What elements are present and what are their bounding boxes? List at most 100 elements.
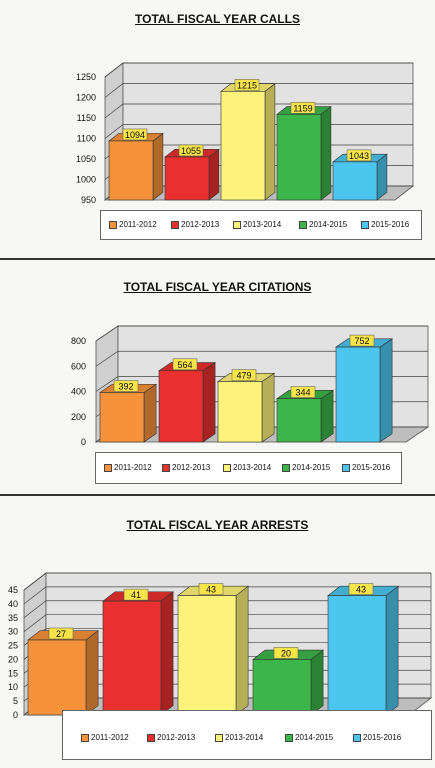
data-label: 1159 (293, 103, 312, 113)
legend-label: 2014-2015 (295, 733, 334, 742)
bar-side (320, 105, 332, 201)
divider (0, 258, 435, 260)
legend-label: 2014-2015 (292, 463, 331, 472)
legend-swatch (81, 733, 89, 742)
bar-side (385, 585, 399, 716)
y-tick-label: 200 (71, 412, 86, 422)
legend-item: 2011-2012 (109, 220, 157, 229)
bar (177, 595, 237, 716)
y-tick-label: 950 (81, 195, 96, 205)
legend-label: 2013-2014 (233, 463, 272, 472)
data-label-bg (123, 588, 149, 601)
legend: 2011-2012 2012-2013 2013-2014 2014-2015 2015… (95, 452, 402, 484)
bar (27, 639, 87, 716)
data-label-bg (172, 358, 198, 371)
y-tick-label: 35 (8, 613, 18, 623)
legend-label: 2011-2012 (114, 463, 152, 472)
y-tick-label: 1100 (77, 134, 96, 144)
legend-swatch (171, 220, 179, 229)
citations-chart: TOTAL FISCAL YEAR CITATIONS 0 200 400 600 80… (0, 262, 435, 492)
data-label-bg (349, 334, 375, 347)
legend-swatch (215, 733, 223, 742)
legend-item: 2012-2013 (162, 463, 210, 472)
legend-item: 2012-2013 (171, 220, 219, 229)
legend-swatch (342, 463, 350, 472)
bar (108, 140, 154, 201)
legend-item: 2012-2013 (147, 733, 195, 742)
data-label: 392 (118, 382, 133, 392)
data-label-bg (348, 583, 374, 595)
legend-label: 2015-2016 (352, 463, 391, 472)
bar-side (320, 389, 334, 443)
legend-item: 2015-2016 (342, 463, 390, 472)
bar (164, 156, 210, 201)
data-label: 41 (131, 590, 141, 600)
legend-swatch (104, 463, 112, 472)
arrests-chart-plot: 0 5 10 15 20 25 30 35 40 45 27 41 43 20 43 (8, 572, 433, 720)
legend-label: 2013-2014 (243, 220, 282, 229)
legend-swatch (147, 733, 155, 742)
legend-label: 2011-2012 (91, 733, 129, 742)
legend-item: 2013-2014 (233, 220, 281, 229)
data-label: 1055 (181, 146, 201, 156)
bar (158, 370, 204, 443)
y-tick-label: 1000 (76, 175, 96, 185)
bar-side (152, 132, 164, 201)
legend-swatch (361, 220, 369, 229)
data-label-bg (346, 149, 372, 162)
y-tick-label: 30 (8, 627, 18, 637)
data-label: 43 (356, 585, 366, 595)
calls-chart: TOTAL FISCAL YEAR CALLS 950 1000 1050 1100 1… (0, 0, 435, 258)
bar (276, 398, 322, 443)
bar-side (235, 585, 249, 716)
legend-label: 2014-2015 (309, 220, 348, 229)
chart-title: TOTAL FISCAL YEAR CALLS (135, 12, 300, 26)
data-label-bg (178, 144, 204, 157)
data-label: 1043 (349, 151, 369, 161)
y-tick-label: 1050 (76, 154, 96, 164)
data-label-bg (122, 128, 148, 141)
gridline (104, 103, 413, 119)
bar-side (160, 591, 174, 716)
gridline (95, 376, 428, 392)
y-tick-label: 400 (71, 387, 86, 397)
bar (217, 381, 263, 443)
gridline (23, 614, 431, 632)
data-label-bg (234, 79, 260, 91)
bar-side (379, 338, 393, 443)
legend-label: 2012-2013 (172, 463, 211, 472)
data-label: 1215 (237, 80, 257, 90)
citations-chart-plot: 0 200 400 600 800 392 564 479 344 752 (71, 325, 430, 447)
arrests-chart: TOTAL FISCAL YEAR ARRESTS 0 5 10 15 20 25 30 35… (0, 498, 435, 768)
y-tick-label: 1250 (76, 72, 96, 82)
chart-title: TOTAL FISCAL YEAR CITATIONS (123, 280, 312, 294)
legend-item: 2013-2014 (215, 733, 263, 742)
data-label: 752 (354, 336, 369, 346)
y-tick-label: 0 (81, 437, 86, 447)
gridline (23, 600, 431, 619)
bar (220, 91, 266, 201)
y-tick-label: 1150 (77, 113, 96, 123)
bar-side (202, 361, 216, 443)
legend-swatch (353, 733, 361, 742)
bar-side (143, 383, 157, 443)
y-tick-label: 800 (71, 336, 86, 346)
legend-item: 2014-2015 (282, 463, 330, 472)
y-tick-label: 25 (8, 641, 18, 651)
legend-swatch (162, 463, 170, 472)
gridline (95, 350, 428, 367)
data-label-bg (198, 583, 224, 595)
legend-swatch (285, 733, 293, 742)
legend-item: 2011-2012 (104, 463, 152, 472)
bar (335, 346, 381, 443)
data-label: 479 (236, 371, 251, 381)
data-label: 20 (281, 648, 291, 658)
legend-item: 2014-2015 (299, 220, 347, 229)
legend-item: 2015-2016 (353, 733, 401, 742)
gridline (23, 586, 431, 605)
legend-label: 2015-2016 (371, 220, 410, 229)
y-tick-label: 20 (8, 654, 18, 664)
data-label-bg (290, 386, 316, 398)
bar (332, 161, 378, 201)
y-tick-label: 10 (8, 682, 18, 692)
